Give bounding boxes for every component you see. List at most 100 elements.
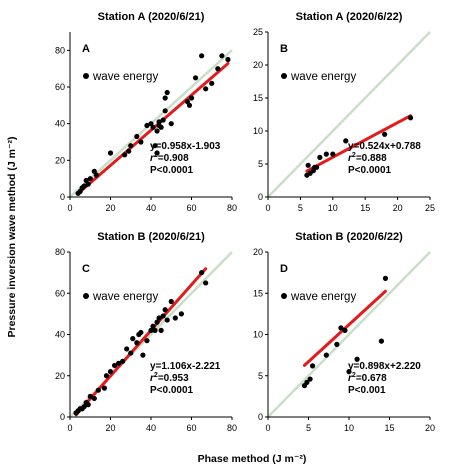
y-tick-label: 5 bbox=[258, 371, 263, 381]
data-point bbox=[134, 340, 140, 346]
data-point bbox=[199, 53, 205, 59]
x-tick-label: 60 bbox=[186, 423, 196, 433]
data-point bbox=[186, 102, 193, 108]
data-point bbox=[305, 162, 311, 168]
x-tick-label: 0 bbox=[67, 203, 72, 213]
x-tick-label: 20 bbox=[105, 423, 115, 433]
y-tick-label: 15 bbox=[253, 288, 263, 298]
x-tick-label: 40 bbox=[146, 203, 156, 213]
x-tick-label: 80 bbox=[227, 423, 237, 433]
data-point bbox=[152, 327, 158, 333]
legend-label: wave energy bbox=[92, 71, 158, 83]
y-tick-label: 20 bbox=[55, 371, 65, 381]
data-point bbox=[334, 341, 340, 347]
data-point bbox=[134, 133, 140, 140]
data-point bbox=[203, 86, 209, 92]
r-squared-value: =0.678 bbox=[356, 373, 387, 384]
fit-statistic: y=0.898x+2.220 bbox=[348, 361, 421, 372]
identity-line bbox=[267, 31, 431, 198]
y-tick-label: 0 bbox=[60, 192, 65, 202]
shared-x-axis-label: Phase method (J m⁻²) bbox=[198, 453, 307, 465]
r-symbol: r bbox=[348, 373, 353, 384]
data-point bbox=[150, 323, 156, 329]
data-point bbox=[156, 315, 162, 321]
superscript-2: 2 bbox=[352, 152, 356, 159]
x-tick-label: 15 bbox=[360, 203, 370, 213]
data-point bbox=[140, 352, 146, 358]
data-point bbox=[107, 150, 114, 156]
data-point bbox=[162, 95, 168, 101]
data-point bbox=[215, 66, 221, 72]
data-point bbox=[150, 124, 156, 130]
data-point bbox=[162, 307, 168, 313]
data-point bbox=[81, 183, 87, 189]
data-point bbox=[382, 275, 389, 281]
data-point bbox=[164, 317, 170, 323]
data-point bbox=[382, 131, 388, 137]
shared-y-axis-label: Pressure inversion wave method (J m⁻²) bbox=[6, 136, 18, 337]
data-point bbox=[199, 270, 205, 276]
data-point bbox=[107, 369, 114, 375]
x-tick-label: 10 bbox=[344, 423, 354, 433]
data-point bbox=[309, 363, 316, 369]
fit-statistic: r2=0.908 bbox=[150, 152, 189, 164]
y-tick-label: 20 bbox=[253, 247, 263, 257]
data-point bbox=[144, 338, 150, 344]
data-point bbox=[85, 402, 91, 408]
data-point bbox=[330, 151, 336, 157]
x-tick-label: 10 bbox=[328, 203, 338, 213]
y-tick-label: 20 bbox=[253, 60, 263, 70]
data-point bbox=[81, 404, 87, 410]
fit-statistic: y=1.106x-2.221 bbox=[150, 361, 221, 372]
legend-marker bbox=[281, 293, 287, 299]
y-tick-label: 20 bbox=[55, 155, 65, 165]
y-tick-label: 0 bbox=[258, 192, 263, 202]
x-tick-label: 5 bbox=[298, 203, 303, 213]
data-point bbox=[128, 143, 134, 149]
data-point bbox=[87, 176, 93, 182]
y-tick-label: 40 bbox=[55, 330, 65, 340]
y-tick-label: 25 bbox=[253, 27, 263, 37]
data-point bbox=[378, 338, 384, 344]
superscript-2: 2 bbox=[352, 372, 356, 379]
data-point bbox=[342, 327, 348, 333]
legend-marker bbox=[83, 73, 89, 79]
data-point bbox=[103, 373, 110, 379]
x-tick-label: 15 bbox=[384, 423, 394, 433]
data-point bbox=[148, 327, 154, 333]
panel-letter: D bbox=[280, 263, 288, 275]
y-tick-label: 10 bbox=[253, 330, 263, 340]
fit-statistic: r2=0.888 bbox=[348, 152, 387, 164]
data-point bbox=[156, 119, 162, 125]
r-squared-value: =0.888 bbox=[356, 153, 387, 164]
data-point bbox=[407, 115, 414, 121]
data-point bbox=[164, 89, 170, 96]
panel-title: Station A (2020/6/21) bbox=[98, 11, 205, 23]
panel-title: Station A (2020/6/22) bbox=[296, 11, 403, 23]
panel-title: Station B (2020/6/21) bbox=[97, 231, 205, 243]
data-point bbox=[203, 280, 209, 286]
data-point bbox=[317, 154, 323, 160]
data-point bbox=[130, 336, 136, 342]
legend-label: wave energy bbox=[92, 291, 158, 303]
data-point bbox=[160, 313, 166, 319]
y-tick-label: 0 bbox=[60, 412, 65, 422]
r-squared-value: =0.953 bbox=[158, 373, 189, 384]
data-point bbox=[168, 121, 174, 127]
data-point bbox=[87, 393, 93, 399]
x-tick-label: 5 bbox=[306, 423, 311, 433]
data-point bbox=[158, 124, 164, 130]
panel-title: Station B (2020/6/22) bbox=[295, 231, 403, 243]
x-tick-label: 25 bbox=[425, 203, 435, 213]
superscript-2: 2 bbox=[154, 152, 158, 159]
data-point bbox=[162, 108, 168, 114]
y-tick-label: 10 bbox=[253, 126, 263, 136]
fit-statistic: r2=0.953 bbox=[150, 372, 189, 384]
fit-statistic: P<0.0001 bbox=[150, 385, 194, 396]
data-point bbox=[120, 358, 126, 364]
data-point bbox=[138, 139, 144, 145]
data-point bbox=[154, 150, 160, 156]
data-point bbox=[85, 181, 91, 187]
data-point bbox=[160, 117, 166, 123]
